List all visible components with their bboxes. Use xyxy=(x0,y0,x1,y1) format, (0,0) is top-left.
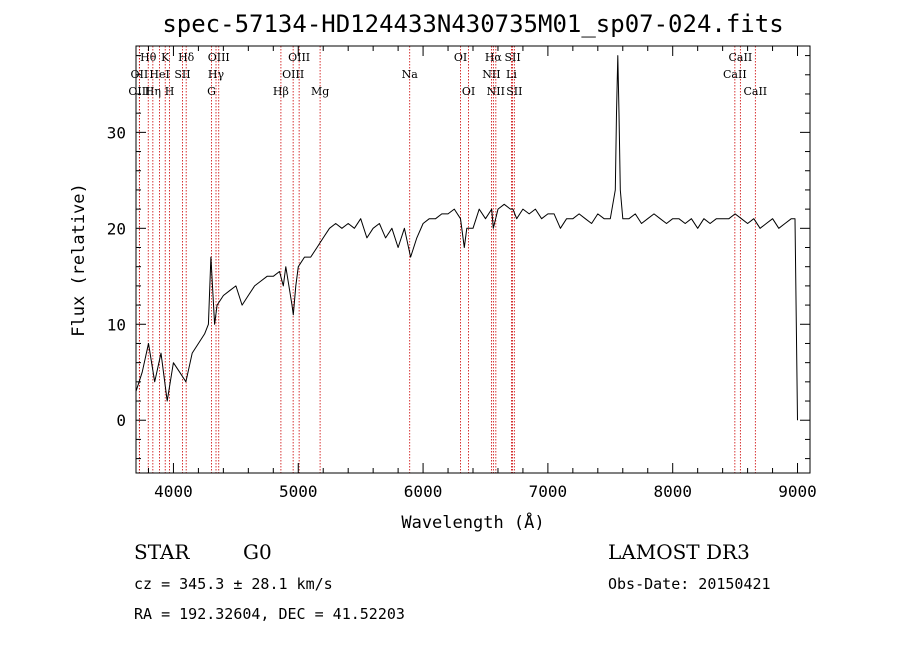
x-tick-label: 7000 xyxy=(529,482,568,501)
spectral-line-label: Hα xyxy=(485,51,503,64)
x-tick-label: 4000 xyxy=(154,482,193,501)
coordinates-text: RA = 192.32604, DEC = 41.52203 xyxy=(134,605,405,623)
spectral-line-label: SII xyxy=(504,51,520,64)
x-tick-label: 5000 xyxy=(279,482,318,501)
spectral-line-label: SII xyxy=(174,68,190,81)
spectral-line-label: OI xyxy=(462,85,475,98)
y-tick-label: 10 xyxy=(107,315,126,334)
x-tick-label: 8000 xyxy=(653,482,692,501)
spectral-line-label: OI xyxy=(454,51,467,64)
spectral-line-label: Hθ xyxy=(140,51,157,64)
x-tick-label: 6000 xyxy=(404,482,443,501)
y-tick-label: 0 xyxy=(116,411,126,430)
spectral-line-label: NII xyxy=(482,68,500,81)
spectral-line-label: Mg xyxy=(311,85,329,98)
spectral-line-label: CaII xyxy=(723,68,747,81)
spectral-line-label: Na xyxy=(402,68,419,81)
y-tick-label: 30 xyxy=(107,123,126,142)
axis-ticks: 4000 5000 6000 7000 8000 9000 0 10 20 30 xyxy=(107,46,817,501)
object-class: STAR xyxy=(134,540,190,564)
spectral-line-label: CaII xyxy=(729,51,753,64)
spectrum-series-line xyxy=(135,55,798,421)
spectral-line-label: Hδ xyxy=(178,51,195,64)
observation-date: Obs-Date: 20150421 xyxy=(608,575,771,593)
spectral-line-label: OIII xyxy=(208,51,230,64)
spectral-line-label: Hγ xyxy=(208,68,225,81)
spectral-line-label: OIII xyxy=(128,85,150,98)
spectral-line-label: Hβ xyxy=(273,85,289,98)
x-tick-label: 9000 xyxy=(778,482,817,501)
y-tick-label: 20 xyxy=(107,219,126,238)
spectral-line-label: Hη xyxy=(145,85,161,98)
spectral-line-markers xyxy=(138,46,756,473)
survey-name: LAMOST DR3 xyxy=(608,540,750,564)
y-axis-label: Flux (relative) xyxy=(69,183,89,337)
spectral-line-label: OIII xyxy=(282,68,304,81)
spectral-line-label: H xyxy=(165,85,175,98)
spectral-line-label: K xyxy=(161,51,170,64)
spectral-line-label: NII xyxy=(487,85,505,98)
spectral-line-label: CaII xyxy=(743,85,767,98)
chart-title: spec-57134-HD124433N430735M01_sp07-024.f… xyxy=(162,10,783,38)
spectral-line-label: SII xyxy=(506,85,522,98)
redshift-text: cz = 345.3 ± 28.1 km/s xyxy=(134,575,333,593)
object-subclass: G0 xyxy=(243,540,272,564)
spectral-line-label: Li xyxy=(506,68,517,81)
spectral-line-label: G xyxy=(207,85,216,98)
spectral-line-label: OIII xyxy=(288,51,310,64)
x-axis-label: Wavelength (Å) xyxy=(401,511,544,533)
spectral-line-label: HeI xyxy=(149,68,169,81)
